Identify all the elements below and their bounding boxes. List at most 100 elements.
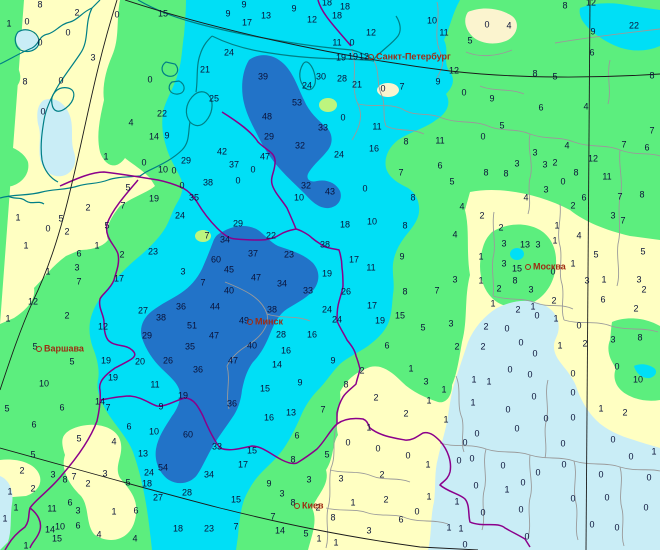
- station-value: 8: [403, 136, 409, 147]
- station-value: 0: [614, 361, 620, 372]
- station-value: 0: [484, 19, 490, 30]
- station-value: 0: [560, 438, 566, 449]
- station-value: 5: [104, 220, 110, 231]
- station-value: 9: [164, 130, 170, 141]
- station-value: 0: [147, 74, 153, 85]
- station-value: 33: [317, 122, 329, 133]
- station-value: 3: [543, 184, 549, 195]
- station-value: 40: [223, 285, 235, 296]
- station-value: 28: [181, 487, 193, 498]
- station-value: 60: [182, 429, 194, 440]
- station-value: 0: [24, 16, 30, 27]
- station-value: 28: [275, 329, 287, 340]
- station-value: 51: [186, 320, 198, 331]
- station-value: 11: [366, 262, 376, 273]
- station-value: 6: [75, 520, 81, 531]
- station-value: 0: [646, 472, 652, 483]
- region-cream-small: [377, 83, 399, 97]
- station-value: 10: [54, 521, 66, 532]
- station-value: 24: [143, 467, 155, 478]
- station-value: 0: [114, 9, 120, 20]
- station-value: 0: [570, 387, 576, 398]
- station-value: 2: [480, 341, 486, 352]
- station-value: 9: [158, 401, 164, 412]
- station-value: 18: [331, 10, 343, 21]
- station-value: 1: [103, 151, 109, 162]
- station-value: 1: [554, 220, 560, 231]
- station-value: 2: [479, 210, 485, 221]
- city-label: Киев: [302, 500, 324, 511]
- station-value: 3: [532, 147, 538, 158]
- station-value: 0: [474, 428, 480, 439]
- station-value: 10: [366, 216, 378, 227]
- station-value: 0: [473, 480, 479, 491]
- station-value: 45: [223, 264, 235, 275]
- station-value: 2: [373, 392, 379, 403]
- region-yellow-bl1: [62, 424, 137, 540]
- station-value: 1: [2, 513, 8, 524]
- station-value: 0: [250, 164, 256, 175]
- station-value: 32: [300, 180, 312, 191]
- station-value: 0: [507, 364, 513, 375]
- station-value: 2: [85, 202, 91, 213]
- station-value: 32: [294, 140, 306, 151]
- station-value: 38: [266, 304, 278, 315]
- station-value: 35: [184, 341, 196, 352]
- station-value: 3: [584, 275, 590, 286]
- station-value: 16: [280, 345, 292, 356]
- region-blue-north: [242, 55, 341, 209]
- station-value: 5: [593, 249, 599, 260]
- station-value: 0: [504, 323, 510, 334]
- station-value: 7: [399, 81, 405, 92]
- station-value: 8: [483, 167, 489, 178]
- station-value: 1: [94, 240, 100, 251]
- city-marker-icon: [294, 503, 300, 509]
- station-value: 7: [434, 285, 440, 296]
- station-value: 30: [315, 71, 327, 82]
- station-value: 6: [294, 430, 300, 441]
- station-value: 8: [649, 70, 655, 81]
- station-value: 3: [542, 159, 548, 170]
- city-marker-icon: [525, 264, 531, 270]
- region-cream-top: [465, 8, 517, 44]
- station-value: 15: [246, 445, 258, 456]
- station-value: 0: [532, 348, 538, 359]
- station-value: 19: [107, 372, 119, 383]
- station-value: 17: [241, 17, 253, 28]
- station-value: 16: [306, 329, 318, 340]
- station-value: 2: [379, 469, 385, 480]
- station-value: 9: [435, 76, 441, 87]
- city-label: Варшава: [44, 343, 84, 354]
- station-value: 0: [527, 369, 533, 380]
- station-value: 23: [147, 246, 159, 257]
- region-yellowgreen-dot1: [319, 98, 337, 112]
- station-value: 12: [587, 153, 599, 164]
- station-value: 6: [644, 142, 650, 153]
- station-value: 4: [111, 436, 117, 447]
- station-value: 3: [636, 274, 642, 285]
- station-value: 5: [552, 71, 558, 82]
- station-value: 24: [301, 80, 313, 91]
- station-value: 2: [64, 310, 70, 321]
- station-value: 0: [505, 404, 511, 415]
- station-value: 8: [562, 0, 568, 11]
- station-value: 13: [285, 407, 297, 418]
- station-value: 3: [501, 258, 507, 269]
- station-value: 6: [600, 294, 606, 305]
- station-value: 8: [512, 275, 518, 286]
- city-label: Минск: [255, 316, 283, 327]
- station-value: 36: [226, 398, 238, 409]
- station-value: 34: [276, 278, 288, 289]
- station-value: 1: [570, 258, 576, 269]
- station-value: 2: [383, 494, 389, 505]
- station-value: 0: [456, 455, 462, 466]
- station-value: 7: [617, 191, 623, 202]
- region-cyan-dot-right: [634, 364, 657, 379]
- station-value: 29: [141, 330, 153, 341]
- station-value: 2: [622, 407, 628, 418]
- station-value: 7: [270, 511, 276, 522]
- station-value: 2: [359, 365, 365, 376]
